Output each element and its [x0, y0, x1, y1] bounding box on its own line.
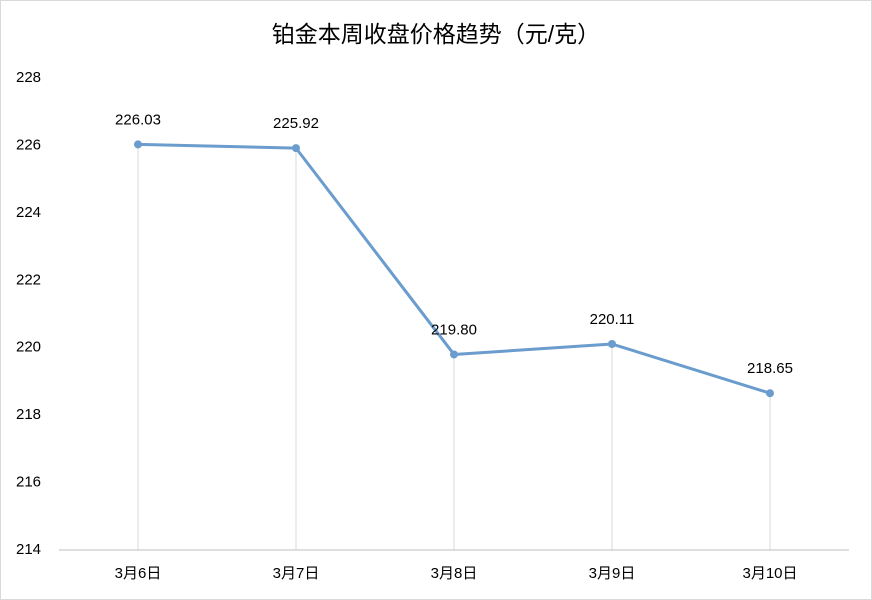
x-tick-label: 3月9日 — [589, 565, 636, 582]
x-tick-label: 3月7日 — [273, 565, 320, 582]
point — [766, 389, 774, 398]
x-tick-label: 3月10日 — [742, 565, 797, 582]
data-label: 219.80 — [431, 321, 477, 338]
data-label: 218.65 — [747, 360, 793, 377]
chart-title: 铂金本周收盘价格趋势（元/克） — [272, 21, 600, 47]
y-tick-label: 216 — [16, 474, 41, 491]
y-tick-label: 214 — [16, 541, 41, 558]
y-tick-label: 218 — [16, 406, 41, 423]
data-label: 220.11 — [590, 311, 635, 328]
y-tick-label: 220 — [16, 339, 41, 356]
point — [292, 144, 300, 153]
y-tick-label: 226 — [16, 136, 41, 153]
x-tick-label: 3月8日 — [431, 565, 478, 582]
x-tick-label: 3月6日 — [115, 565, 162, 582]
point — [608, 340, 616, 349]
point — [134, 140, 142, 149]
y-tick-label: 228 — [16, 69, 41, 86]
y-tick-label: 222 — [16, 271, 41, 288]
data-label: 225.92 — [273, 115, 319, 132]
data-label: 226.03 — [115, 111, 161, 128]
y-tick-label: 224 — [16, 204, 41, 221]
point — [450, 350, 458, 359]
